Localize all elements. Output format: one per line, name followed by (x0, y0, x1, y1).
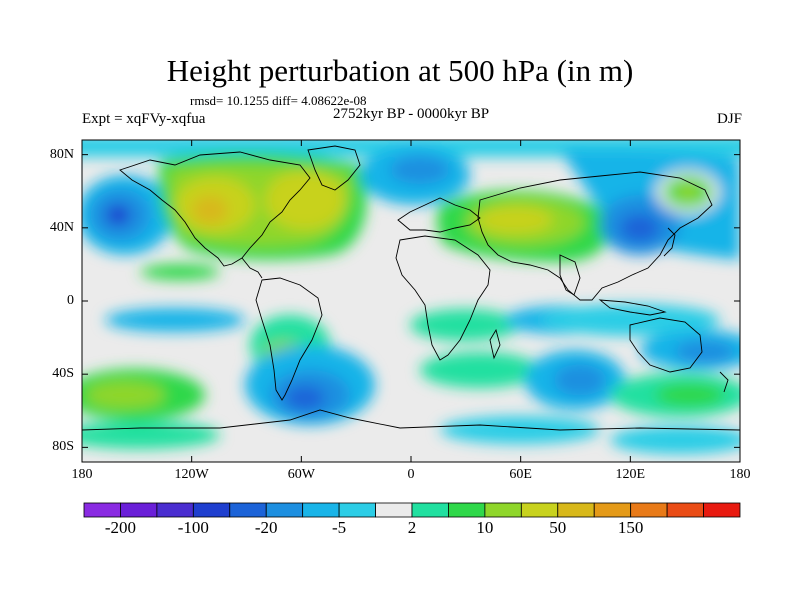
colorbar-swatch (120, 502, 158, 518)
lon-tick-label: 60W (287, 467, 315, 482)
colorbar-swatch (375, 502, 413, 518)
lat-tick-label: 80N (49, 146, 74, 162)
colorbar-label: 50 (549, 518, 567, 537)
lon-tick-label: 120W (174, 467, 209, 482)
colorbar-swatch (338, 502, 376, 518)
colorbar-swatch (557, 502, 595, 518)
colorbar-swatch (484, 502, 522, 518)
colorbar-label: 2 (407, 518, 417, 537)
colorbar-label: -20 (254, 518, 278, 537)
colorbar-swatch (83, 502, 121, 518)
colorbar-swatch (192, 502, 231, 518)
colorbar-swatch (593, 502, 632, 518)
colorbar-swatch (630, 502, 668, 518)
colorbar-swatch (666, 502, 704, 518)
lat-tick-label: 40N (49, 219, 74, 235)
map-title: Height perturbation at 500 hPa (in m) (166, 53, 634, 88)
colorbar-swatch (520, 502, 559, 518)
coastlines (82, 145, 740, 431)
colorbar-swatch (156, 502, 194, 518)
colorbar-label: 150 (617, 518, 644, 537)
colorbar-swatch (229, 502, 267, 518)
lat-tick-label: 40S (52, 366, 74, 382)
lat-tick-label: 0 (67, 293, 74, 308)
axis-ticks (81, 140, 741, 462)
colorbar-swatch (302, 502, 340, 518)
lon-tick-label: 0 (407, 467, 415, 482)
colorbar-swatch (448, 502, 486, 518)
colorbar-label: -5 (332, 518, 347, 537)
colorbar-label: -200 (104, 518, 137, 537)
lat-tick-label: 80S (52, 439, 74, 455)
lon-tick-label: 60E (509, 467, 532, 482)
colorbar-label: -100 (177, 518, 209, 537)
colorbar-swatch (703, 502, 741, 518)
contour-field (82, 140, 740, 462)
season-label: DJF (716, 111, 742, 127)
experiment-label: Expt = xqFVy-xqfua (82, 111, 206, 127)
period-label: 2752kyr BP - 0000kyr BP (332, 106, 490, 122)
lon-tick-label: 180 (729, 467, 751, 482)
colorbar-label: 10 (476, 518, 494, 537)
colorbar-swatch (411, 502, 449, 518)
stats-text: rmsd= 10.1255 diff= 4.08622e-08 (190, 93, 367, 108)
lon-tick-label: 120E (615, 467, 646, 482)
colorbar-swatch (265, 502, 304, 518)
lon-tick-label: 180 (71, 467, 93, 482)
colorbar (83, 502, 741, 518)
